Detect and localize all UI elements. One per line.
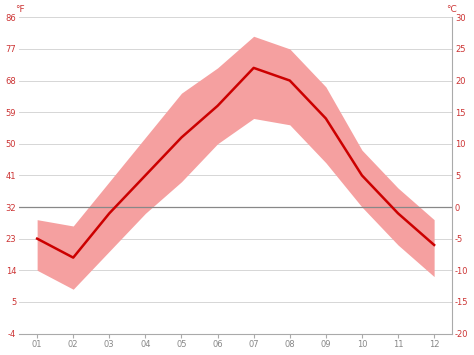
Text: °F: °F [15,5,24,14]
Text: °C: °C [446,5,456,14]
